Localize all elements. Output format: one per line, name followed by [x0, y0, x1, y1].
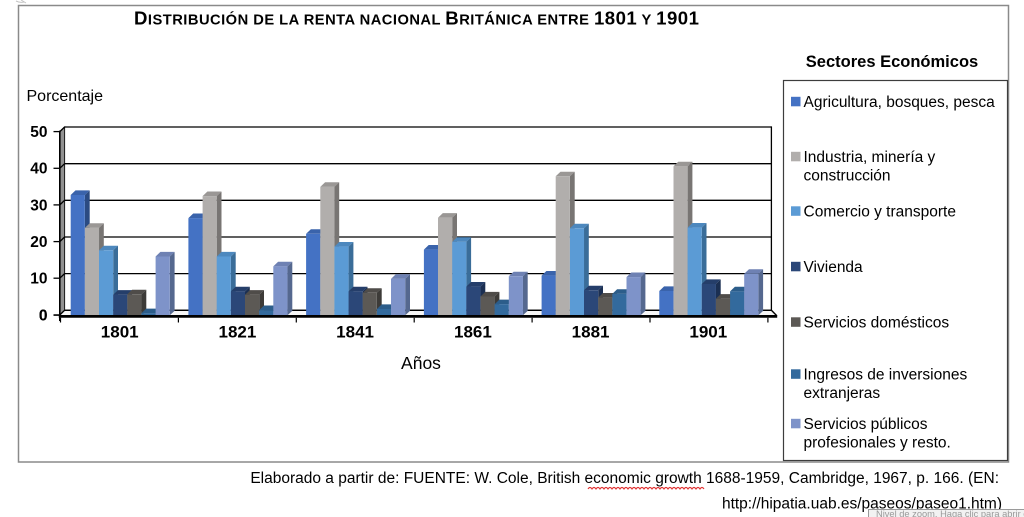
svg-text:20: 20 — [30, 234, 47, 251]
svg-text:extranjeras: extranjeras — [804, 385, 881, 402]
svg-text:10: 10 — [30, 271, 47, 288]
svg-text:Servicios domésticos: Servicios domésticos — [804, 315, 950, 332]
svg-text:1861: 1861 — [454, 323, 492, 342]
svg-text:profesionales y resto.: profesionales y resto. — [804, 435, 951, 452]
svg-text:1821: 1821 — [218, 323, 256, 342]
svg-text:Elaborado a partir de: FUENTE:: Elaborado a partir de: FUENTE: W. Cole, … — [250, 470, 999, 487]
svg-text:http://hipatia.uab.es/paseos/p: http://hipatia.uab.es/paseos/paseo1.htm) — [722, 496, 1002, 513]
svg-text:30: 30 — [30, 197, 47, 214]
svg-text:1881: 1881 — [572, 323, 610, 342]
svg-text:Nivel de zoom. Haga clic para: Nivel de zoom. Haga clic para abrir el c… — [876, 509, 1024, 517]
svg-text:Años: Años — [401, 353, 441, 373]
svg-text:0: 0 — [39, 307, 48, 324]
svg-text:Comercio y transporte: Comercio y transporte — [804, 204, 956, 221]
svg-text:Sectores Económicos: Sectores Económicos — [806, 53, 978, 71]
svg-text:Agricultura, bosques, pesca: Agricultura, bosques, pesca — [804, 94, 996, 111]
svg-text:1841: 1841 — [336, 323, 374, 342]
svg-text:40: 40 — [30, 161, 47, 178]
svg-text:50: 50 — [30, 124, 47, 141]
svg-text:1901: 1901 — [689, 323, 727, 342]
svg-text:Ingresos de inversiones: Ingresos de inversiones — [804, 367, 968, 384]
svg-text:0: 0 — [39, 307, 48, 324]
svg-text:Porcentaje: Porcentaje — [27, 88, 104, 105]
svg-text:construcción: construcción — [804, 168, 891, 185]
svg-text:DISTRIBUCIÓN DE LA RENTA NACIO: DISTRIBUCIÓN DE LA RENTA NACIONAL BRITÁN… — [134, 8, 699, 29]
svg-text:Vivienda: Vivienda — [804, 259, 864, 276]
svg-text:1801: 1801 — [101, 323, 139, 342]
svg-text:Industria, minería y: Industria, minería y — [804, 149, 936, 166]
svg-text:Servicios públicos: Servicios públicos — [804, 416, 928, 433]
